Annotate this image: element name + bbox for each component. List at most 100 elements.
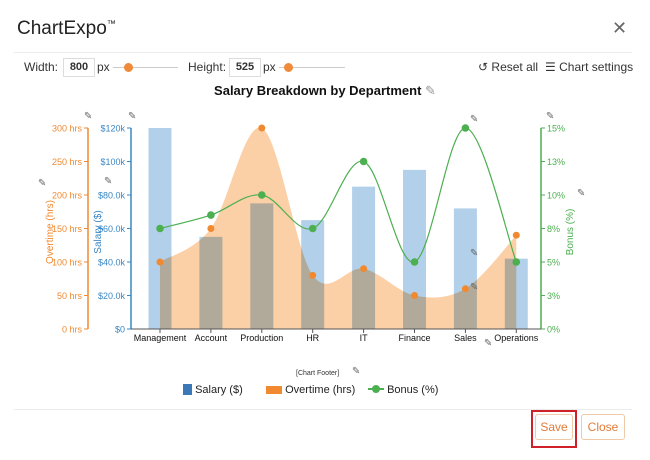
overtime-tick-label: 50 hrs: [57, 291, 83, 301]
x-tick-label: Account: [195, 333, 228, 343]
edit-pencil-icon: ✎: [577, 188, 585, 199]
chart-settings-button[interactable]: ☰ Chart settings: [545, 60, 633, 74]
bonus-tick-label: 13%: [547, 157, 565, 167]
overtime-tick-label: 200 hrs: [52, 191, 83, 201]
edit-pencil-icon: ✎: [546, 111, 554, 122]
overtime-tick-label: 300 hrs: [52, 124, 83, 134]
overtime-point: [512, 231, 520, 239]
height-label: Height:: [188, 60, 227, 74]
edit-pencil-icon[interactable]: ✎: [425, 83, 436, 98]
width-unit: px: [97, 60, 110, 74]
footer-divider: [14, 409, 632, 410]
salary-tick-label: $60.0k: [98, 224, 126, 234]
close-icon[interactable]: ✕: [612, 18, 628, 38]
overtime-area: [160, 127, 517, 329]
bonus-point: [461, 124, 470, 132]
x-tick-label: Operations: [494, 333, 539, 343]
edit-pencil-icon: ✎: [128, 111, 136, 122]
x-tick-label: HR: [306, 333, 319, 343]
overtime-point: [258, 124, 266, 132]
bonus-point: [156, 224, 164, 233]
legend-overtime-label: Overtime (hrs): [285, 384, 356, 396]
chart-footer[interactable]: [Chart Footer]: [296, 370, 340, 377]
trademark: ™: [106, 18, 116, 29]
edit-pencil-icon: ✎: [38, 178, 46, 189]
salary-bar: [403, 169, 426, 329]
x-tick-label: Production: [240, 333, 283, 343]
salary-tick-label: $40.0k: [98, 258, 126, 268]
salary-tick-label: $20.0k: [98, 291, 126, 301]
bonus-axis-title: Bonus (%): [565, 209, 576, 256]
bonus-tick-label: 5%: [547, 258, 560, 268]
save-button[interactable]: Save: [535, 414, 573, 440]
salary-tick-label: $80.0k: [98, 191, 126, 201]
width-slider[interactable]: [113, 67, 178, 68]
app-title: ChartExpo™: [17, 18, 116, 40]
legend-salary-swatch: [183, 384, 192, 395]
width-input[interactable]: 800: [63, 58, 95, 77]
salary-tick-label: $0: [115, 325, 125, 335]
save-highlight: [531, 410, 577, 448]
legend-salary[interactable]: Salary ($): [183, 384, 243, 396]
overtime-point: [309, 271, 317, 279]
overtime-tick-label: 0 hrs: [62, 325, 83, 335]
edit-pencil-icon: ✎: [352, 366, 360, 377]
overtime-point: [360, 265, 368, 273]
legend-bonus[interactable]: Bonus (%): [368, 384, 438, 396]
overtime-tick-label: 250 hrs: [52, 157, 83, 167]
salary-axis-title: Salary ($): [93, 210, 104, 253]
overtime-axis-title: Overtime (hrs): [45, 200, 56, 264]
edit-pencil-icon: ✎: [84, 111, 92, 122]
bonus-tick-label: 0%: [547, 325, 560, 335]
overtime-point: [411, 292, 418, 299]
salary-tick-label: $120k: [100, 124, 125, 134]
legend-overtime-swatch: [266, 386, 282, 394]
bonus-point: [512, 258, 521, 266]
reset-all-button[interactable]: ↺ Reset all: [478, 60, 538, 74]
bonus-tick-label: 8%: [547, 224, 560, 234]
bonus-tick-label: 15%: [547, 124, 565, 134]
edit-pencil-icon: ✎: [470, 282, 478, 293]
edit-pencil-icon: ✎: [484, 338, 492, 349]
x-tick-label: Finance: [398, 333, 430, 343]
bonus-point: [359, 157, 368, 166]
close-button[interactable]: Close: [581, 414, 625, 440]
edit-pencil-icon: ✎: [470, 114, 478, 125]
overtime-point: [461, 285, 469, 293]
bonus-tick-label: 3%: [547, 291, 560, 301]
bonus-point: [308, 224, 317, 233]
overtime-tick-label: 100 hrs: [52, 258, 83, 268]
edit-pencil-icon: ✎: [104, 176, 112, 187]
overtime-point: [207, 225, 215, 232]
reset-all-label: Reset all: [491, 60, 539, 74]
height-slider-handle[interactable]: [284, 63, 293, 72]
legend-bonus-swatch: [368, 385, 384, 393]
bonus-point: [258, 191, 266, 199]
height-input[interactable]: 525: [229, 58, 261, 77]
chart-title-text: Salary Breakdown by Department: [214, 83, 422, 98]
width-slider-handle[interactable]: [124, 63, 133, 72]
chart-title[interactable]: Salary Breakdown by Department ✎: [0, 83, 650, 99]
chart-settings-label: Chart settings: [559, 60, 634, 74]
x-tick-label: Sales: [454, 333, 477, 343]
bonus-point: [410, 258, 419, 266]
height-slider[interactable]: [279, 67, 345, 68]
app-title-text: ChartExpo: [17, 18, 107, 39]
width-label: Width:: [24, 60, 59, 74]
overtime-point: [156, 258, 164, 266]
bonus-point: [207, 211, 215, 219]
x-tick-label: IT: [360, 333, 369, 343]
legend-salary-label: Salary ($): [195, 384, 243, 396]
legend-bonus-label: Bonus (%): [387, 384, 439, 396]
divider: [14, 52, 632, 53]
height-unit: px: [263, 60, 276, 74]
bonus-tick-label: 10%: [547, 191, 565, 201]
salary-tick-label: $100k: [100, 157, 125, 167]
reset-icon: ↺: [478, 60, 489, 74]
legend-overtime[interactable]: Overtime (hrs): [266, 384, 355, 396]
edit-pencil-icon: ✎: [470, 248, 478, 259]
x-tick-label: Management: [134, 333, 187, 343]
overtime-tick-label: 150 hrs: [52, 224, 83, 234]
sliders-icon: ☰: [545, 60, 556, 74]
